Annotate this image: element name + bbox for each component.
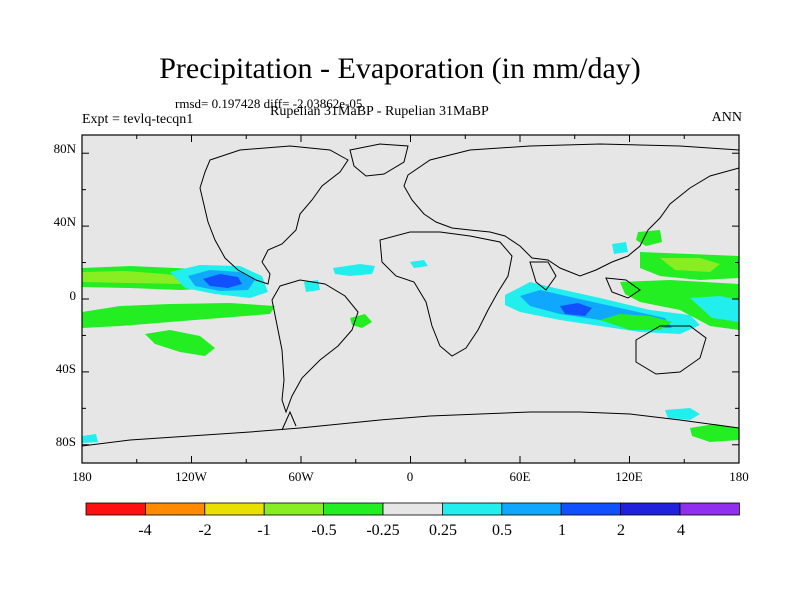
southern-ocean-teal — [665, 408, 700, 420]
colorbar — [85, 502, 740, 516]
west-pacific-lightgreen — [660, 258, 720, 272]
plot-title: Precipitation - Evaporation (in mm/day) — [159, 52, 641, 85]
colorbar-swatch — [85, 502, 146, 516]
colorbar-swatch — [620, 502, 681, 516]
lon-label-180w: 180 — [72, 469, 92, 484]
lon-label-60e: 60E — [510, 469, 531, 484]
tick-marks — [81, 135, 740, 463]
stats-text: rmsd= 0.197428 diff= -2.03862e-05 — [175, 96, 363, 111]
greenland-coast — [349, 143, 409, 177]
africa-coast — [379, 231, 513, 357]
colorbar-label-neg1: -1 — [257, 522, 270, 539]
contour-fields — [82, 230, 739, 443]
west-africa-teal — [410, 260, 428, 268]
north-america-coast — [199, 145, 349, 285]
experiment-label: Expt = tevlq-tecqn1 — [82, 112, 194, 127]
season-label: ANN — [711, 110, 742, 125]
south-pacific-green-blob — [145, 330, 215, 356]
colorbar-swatch — [144, 502, 206, 516]
colorbar-swatch — [441, 502, 503, 516]
colorbar-label-4: 4 — [677, 522, 685, 539]
longitude-axis: 180 120W 60W 0 60E 120E 180 — [72, 469, 749, 484]
colorbar-swatch — [323, 502, 384, 516]
lat-label-0: 0 — [70, 288, 77, 303]
southern-ocean-green — [690, 424, 739, 442]
colorbar-label-neg025: -0.25 — [366, 522, 399, 539]
eurasia-coast — [403, 143, 739, 277]
antarctica-coast — [82, 411, 739, 447]
colorbar-label-025: 0.25 — [429, 522, 457, 539]
antarctic-peninsula — [281, 410, 297, 431]
lat-label-40s: 40S — [56, 361, 76, 376]
colorbar-label-neg4: -4 — [138, 522, 151, 539]
map-background — [82, 135, 739, 463]
atlantic-teal-region — [333, 264, 375, 276]
west-pacific-green-lower — [620, 280, 739, 330]
lon-label-180e: 180 — [729, 469, 749, 484]
west-pacific-teal — [690, 296, 739, 322]
lat-label-80s: 80S — [56, 434, 76, 449]
indian-ocean-green-south — [600, 314, 672, 330]
lon-label-120w: 120W — [175, 469, 208, 484]
colorbar-label-neg05: -0.5 — [311, 522, 336, 539]
lat-label-40n: 40N — [54, 214, 77, 229]
seasia-islands — [605, 277, 641, 299]
colorbar-labels: -4 -2 -1 -0.5 -0.25 0.25 0.5 1 2 4 — [138, 522, 685, 539]
colorbar-swatch — [382, 502, 443, 516]
colorbar-swatch — [560, 502, 622, 516]
lon-label-60w: 60W — [288, 469, 314, 484]
china-teal — [612, 242, 628, 254]
latitude-axis: 80N 40N 0 40S 80S — [54, 141, 77, 449]
colorbar-swatch — [501, 502, 562, 516]
atlantic-green-region — [350, 314, 372, 328]
colorbar-label-1: 1 — [558, 522, 566, 539]
coastlines — [82, 143, 739, 447]
lon-label-120e: 120E — [615, 469, 643, 484]
india-coast — [529, 261, 557, 291]
southern-ocean-teal-west — [82, 434, 98, 443]
colorbar-label-neg2: -2 — [198, 522, 211, 539]
colorbar-label-05: 0.5 — [492, 522, 512, 539]
pacific-blue-core — [203, 274, 242, 288]
lat-label-80n: 80N — [54, 141, 77, 156]
comparison-label: Rupelian 31MaBP - Rupelian 31MaBP — [270, 104, 489, 119]
colorbar-swatch — [263, 502, 325, 516]
australia-coast — [635, 325, 707, 375]
pacific-itcz-lightgreen — [82, 271, 195, 284]
colorbar-label-2: 2 — [617, 522, 625, 539]
colorbar-swatch — [679, 502, 740, 516]
south-pacific-green-band — [82, 303, 275, 328]
colorbar-swatch — [204, 502, 265, 516]
indian-ocean-blue-core — [560, 303, 592, 316]
lon-label-0: 0 — [407, 469, 414, 484]
south-america-coast — [271, 279, 359, 414]
